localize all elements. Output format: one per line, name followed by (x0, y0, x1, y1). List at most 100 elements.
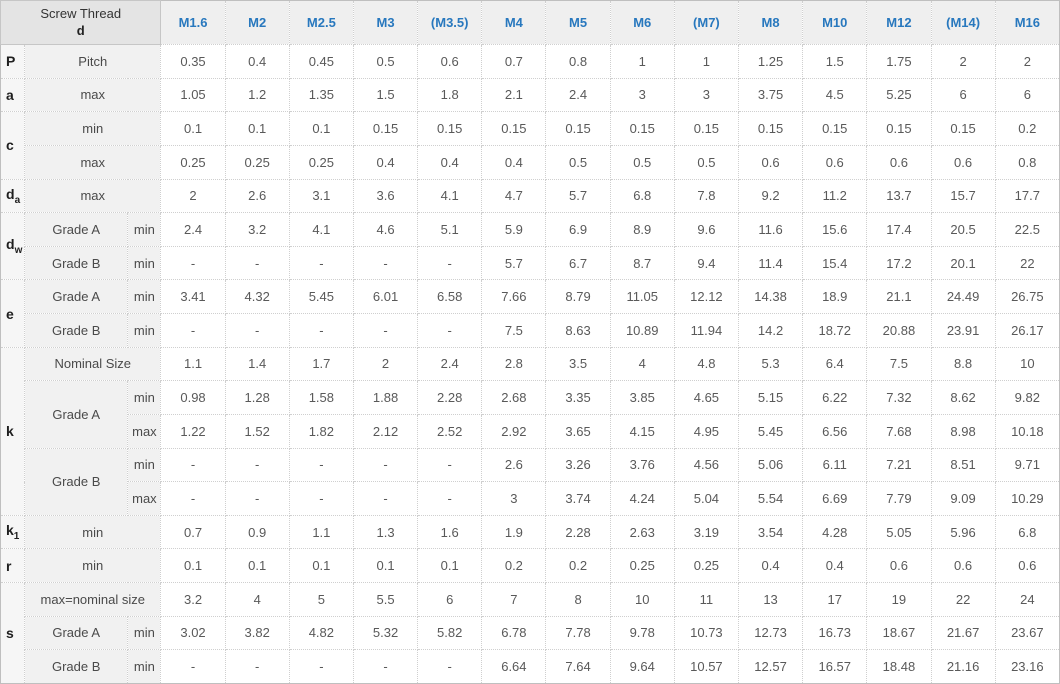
value-cell: 2.4 (160, 212, 226, 247)
value-cell: - (224, 447, 290, 483)
value-cell: 2.8 (481, 346, 547, 382)
value-cell: 4.5 (802, 77, 868, 113)
value-cell: 0.7 (160, 514, 226, 550)
value-cell: 20.1 (930, 245, 996, 281)
column-header-m8: M8 (737, 0, 804, 45)
value-cell: 5.7 (545, 178, 611, 214)
value-cell: 2.63 (609, 514, 675, 550)
value-cell: 1.3 (352, 514, 419, 550)
value-cell: - (352, 313, 419, 348)
value-cell: 22 (930, 582, 996, 617)
value-cell: 3.41 (160, 279, 226, 314)
value-cell: 1.35 (288, 77, 354, 113)
value-cell: 0.15 (737, 111, 804, 146)
value-cell: - (352, 649, 419, 684)
row-sublabel: min (127, 245, 162, 281)
value-cell: 2 (994, 44, 1060, 79)
value-cell: 0.8 (994, 144, 1060, 180)
value-cell: 11 (673, 582, 739, 617)
value-cell: 23.67 (994, 615, 1060, 651)
row-sublabel: min (127, 313, 162, 348)
value-cell: 1.8 (417, 77, 483, 113)
value-cell: 1.22 (160, 413, 226, 449)
value-cell: 6.8 (994, 514, 1060, 550)
row-label: Grade A (24, 380, 129, 449)
value-cell: 0.7 (481, 44, 547, 79)
value-cell: 8.7 (609, 245, 675, 281)
value-cell: 0.15 (352, 111, 419, 146)
value-cell: 0.4 (802, 548, 868, 583)
value-cell: 10.29 (994, 481, 1060, 516)
value-cell: - (288, 313, 354, 348)
value-cell: 2.4 (417, 346, 483, 382)
value-cell: - (288, 481, 354, 516)
value-cell: 4.28 (802, 514, 868, 550)
table-row: c min 0.1 0.1 0.1 0.15 0.15 0.15 0.15 0.15 0.15 0.1… (0, 111, 1060, 180)
value-cell: - (224, 649, 290, 684)
value-cell: 17 (802, 582, 868, 617)
value-cell: 0.6 (417, 44, 483, 79)
value-cell: 7.79 (866, 481, 932, 516)
table-row: da max 2 2.6 3.1 3.6 4.1 4.7 5.7 6.8 7.8 9.2 11.2 13.… (0, 178, 1060, 214)
value-cell: 3.6 (352, 178, 419, 214)
value-cell: 7.5 (866, 346, 932, 382)
value-cell: 0.15 (545, 111, 611, 146)
row-label: Grade A (24, 279, 129, 314)
value-cell: 0.25 (224, 144, 290, 180)
value-cell: 5.25 (866, 77, 932, 113)
value-cell: - (224, 481, 290, 516)
value-cell: 6 (417, 582, 483, 617)
value-cell: 3.19 (673, 514, 739, 550)
row-label: Grade B (24, 649, 129, 684)
value-cell: 1.05 (160, 77, 226, 113)
column-header-m2.5: M2.5 (288, 0, 354, 45)
value-cell: 0.6 (866, 144, 932, 180)
row-letter-P: P (0, 44, 26, 79)
value-cell: 2.92 (481, 413, 547, 449)
value-cell: 1.2 (224, 77, 290, 113)
value-cell: 12.12 (673, 279, 739, 314)
row-label: max (24, 144, 162, 180)
row-sublabel: max (127, 413, 162, 449)
column-header-m5: M5 (545, 0, 611, 45)
column-header-m3: M3 (352, 0, 419, 45)
value-cell: 18.72 (802, 313, 868, 348)
value-cell: 0.2 (481, 548, 547, 583)
value-cell: 0.1 (224, 548, 290, 583)
value-cell: 13 (737, 582, 804, 617)
value-cell: 3.1 (288, 178, 354, 214)
value-cell: 4.56 (673, 447, 739, 483)
value-cell: 7.32 (866, 380, 932, 415)
value-cell: 14.2 (737, 313, 804, 348)
value-cell: 9.78 (609, 615, 675, 651)
value-cell: 1.28 (224, 380, 290, 415)
row-letter-e: e (0, 279, 26, 348)
corner-header: Screw Thread d (0, 0, 162, 45)
value-cell: 5.82 (417, 615, 483, 651)
value-cell: 8.9 (609, 212, 675, 247)
value-cell: 1 (609, 44, 675, 79)
value-cell: 0.35 (160, 44, 226, 79)
value-cell: 1.1 (288, 514, 354, 550)
value-cell: - (160, 649, 226, 684)
value-cell: 2.68 (481, 380, 547, 415)
column-header-m7: (M7) (673, 0, 739, 45)
value-cell: 2 (160, 178, 226, 214)
row-label: Grade A (24, 212, 129, 247)
value-cell: 8.8 (930, 346, 996, 382)
value-cell: 5.04 (673, 481, 739, 516)
value-cell: 6.7 (545, 245, 611, 281)
value-cell: 9.71 (994, 447, 1060, 483)
value-cell: 23.91 (930, 313, 996, 348)
value-cell: 6.78 (481, 615, 547, 651)
value-cell: 9.4 (673, 245, 739, 281)
value-cell: 0.4 (481, 144, 547, 180)
value-cell: 4.6 (352, 212, 419, 247)
value-cell: 2.52 (417, 413, 483, 449)
value-cell: 2 (352, 346, 419, 382)
